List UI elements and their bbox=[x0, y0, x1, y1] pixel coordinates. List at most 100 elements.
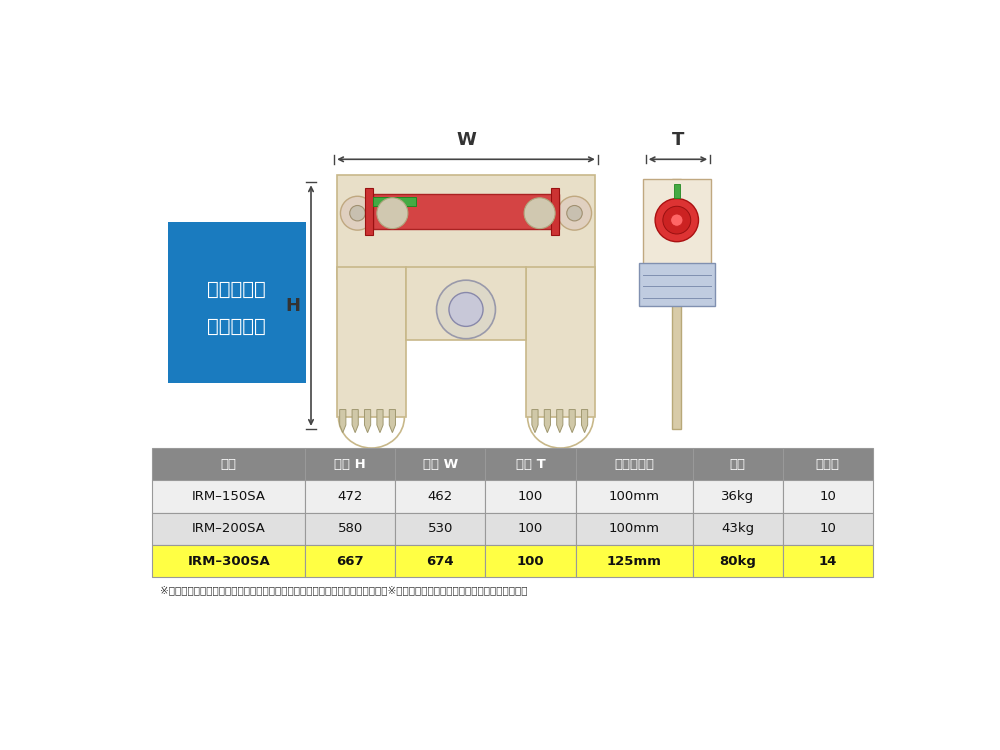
Polygon shape bbox=[569, 410, 575, 433]
Circle shape bbox=[377, 198, 408, 229]
Bar bbox=[576, 545, 693, 578]
Bar bbox=[152, 481, 305, 513]
Circle shape bbox=[524, 198, 555, 229]
Polygon shape bbox=[544, 410, 550, 433]
Bar bbox=[305, 481, 395, 513]
Bar bbox=[639, 263, 715, 305]
Text: 100mm: 100mm bbox=[609, 490, 660, 503]
Circle shape bbox=[530, 204, 549, 223]
Text: 寸法 W: 寸法 W bbox=[423, 458, 458, 471]
Text: 14: 14 bbox=[819, 555, 837, 568]
Bar bbox=[373, 194, 559, 229]
Bar bbox=[693, 513, 783, 545]
Text: 472: 472 bbox=[338, 490, 363, 503]
Text: 462: 462 bbox=[428, 490, 453, 503]
Polygon shape bbox=[581, 410, 588, 433]
Polygon shape bbox=[557, 410, 563, 433]
Bar bbox=[693, 545, 783, 578]
Text: IRM–300SA: IRM–300SA bbox=[187, 555, 270, 568]
Text: 43kg: 43kg bbox=[721, 523, 754, 536]
Polygon shape bbox=[377, 410, 383, 433]
Bar bbox=[152, 545, 305, 578]
Text: 形式: 形式 bbox=[221, 458, 237, 471]
Polygon shape bbox=[364, 410, 371, 433]
Bar bbox=[305, 513, 395, 545]
Circle shape bbox=[663, 206, 691, 234]
Bar bbox=[152, 448, 305, 481]
Bar bbox=[395, 513, 485, 545]
Bar bbox=[643, 178, 711, 271]
Text: 80kg: 80kg bbox=[719, 555, 756, 568]
Circle shape bbox=[388, 209, 396, 217]
Text: ピン数: ピン数 bbox=[816, 458, 840, 471]
Circle shape bbox=[567, 206, 582, 221]
Text: ※電動油圧ポンプは、油圧メーター付きと油圧メーター無しの選択が可能です。※製品の仕様は予告なく変更する事があります。: ※電動油圧ポンプは、油圧メーター付きと油圧メーター無しの選択が可能です。※製品の… bbox=[160, 585, 527, 595]
Text: IRM–150SA: IRM–150SA bbox=[192, 490, 266, 503]
Circle shape bbox=[655, 199, 699, 242]
Bar bbox=[395, 545, 485, 578]
Text: 674: 674 bbox=[427, 555, 454, 568]
Bar bbox=[693, 448, 783, 481]
Text: 100: 100 bbox=[518, 490, 543, 503]
Text: IRM–200SA: IRM–200SA bbox=[192, 523, 266, 536]
Bar bbox=[526, 267, 595, 417]
Bar bbox=[783, 513, 873, 545]
Text: 10: 10 bbox=[819, 490, 836, 503]
Text: 100mm: 100mm bbox=[609, 523, 660, 536]
Circle shape bbox=[350, 206, 365, 221]
Text: 寸法 H: 寸法 H bbox=[334, 458, 366, 471]
Bar bbox=[373, 197, 416, 206]
Text: 100: 100 bbox=[517, 555, 544, 568]
Bar bbox=[337, 267, 406, 417]
Text: きったくん: きったくん bbox=[207, 280, 266, 299]
Text: 10: 10 bbox=[819, 523, 836, 536]
Text: 580: 580 bbox=[338, 523, 363, 536]
Polygon shape bbox=[340, 410, 346, 433]
Text: 100: 100 bbox=[518, 523, 543, 536]
Polygon shape bbox=[389, 410, 395, 433]
Bar bbox=[406, 267, 526, 340]
Text: H: H bbox=[285, 296, 300, 314]
Text: 125mm: 125mm bbox=[607, 555, 662, 568]
Bar bbox=[365, 188, 373, 235]
Bar bbox=[485, 448, 576, 481]
Circle shape bbox=[340, 196, 375, 230]
Bar bbox=[576, 513, 693, 545]
Circle shape bbox=[536, 209, 544, 217]
Text: 重量: 重量 bbox=[730, 458, 746, 471]
Text: W: W bbox=[456, 130, 476, 148]
Bar bbox=[485, 481, 576, 513]
Bar bbox=[485, 545, 576, 578]
Bar bbox=[152, 513, 305, 545]
Bar bbox=[395, 481, 485, 513]
Bar bbox=[168, 223, 306, 382]
Text: 寸法 T: 寸法 T bbox=[516, 458, 545, 471]
Bar bbox=[485, 513, 576, 545]
Polygon shape bbox=[352, 410, 358, 433]
Text: 36kg: 36kg bbox=[721, 490, 754, 503]
Bar bbox=[783, 448, 873, 481]
Text: 667: 667 bbox=[337, 555, 364, 568]
Circle shape bbox=[383, 204, 402, 223]
Circle shape bbox=[557, 196, 592, 230]
Text: T: T bbox=[672, 130, 684, 148]
Bar bbox=[305, 545, 395, 578]
Bar bbox=[395, 448, 485, 481]
Bar bbox=[337, 175, 595, 279]
Polygon shape bbox=[532, 410, 538, 433]
Text: 530: 530 bbox=[428, 523, 453, 536]
Text: ストローク: ストローク bbox=[614, 458, 654, 471]
Circle shape bbox=[437, 280, 495, 339]
Circle shape bbox=[449, 292, 483, 326]
Bar bbox=[783, 545, 873, 578]
Bar bbox=[551, 188, 559, 235]
Bar bbox=[693, 481, 783, 513]
Bar bbox=[576, 481, 693, 513]
Circle shape bbox=[671, 214, 683, 226]
Bar bbox=[783, 481, 873, 513]
Bar bbox=[672, 178, 681, 429]
Text: スペック表: スペック表 bbox=[207, 317, 266, 336]
Bar bbox=[674, 184, 680, 198]
Bar bbox=[576, 448, 693, 481]
Bar bbox=[305, 448, 395, 481]
